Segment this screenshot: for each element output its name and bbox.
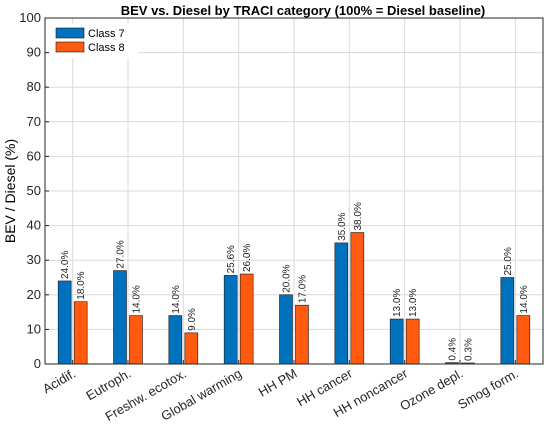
- data-label: 38.0%: [353, 202, 364, 230]
- y-axis-label: BEV / Diesel (%): [2, 139, 18, 243]
- y-tick-label: 60: [27, 148, 41, 163]
- bar-class8: [73, 301, 88, 365]
- y-tick-label: 100: [19, 10, 41, 25]
- data-labels: 24.0% 18.0% 27.0% 14.0% 14.0% 9.0% 25.6% 26.0% 2…: [60, 202, 530, 361]
- legend-label-class8: Class 8: [88, 42, 125, 54]
- bar-class7: [279, 294, 293, 365]
- bar-class8: [350, 232, 365, 365]
- y-tick-label: 70: [27, 114, 41, 129]
- data-label: 26.0%: [242, 244, 253, 272]
- bar-class7: [389, 318, 404, 365]
- bar-class8: [295, 304, 309, 365]
- y-tick-label: 40: [27, 218, 41, 233]
- data-label: 14.0%: [171, 285, 182, 313]
- bar-class8: [129, 315, 143, 365]
- data-label: 0.4%: [448, 338, 459, 361]
- y-tick-label: 80: [27, 79, 41, 94]
- x-tick-label: Acidif.: [40, 366, 78, 397]
- data-label: 27.0%: [116, 240, 127, 268]
- data-label: 14.0%: [519, 285, 530, 313]
- y-tick-label: 50: [27, 183, 41, 198]
- chart-title: BEV vs. Diesel by TRACI category (100% =…: [121, 3, 486, 18]
- legend: Class 7 Class 8: [49, 23, 139, 59]
- bar-class8: [405, 318, 420, 365]
- y-tick-label: 90: [27, 45, 41, 60]
- data-label: 0.3%: [464, 338, 475, 361]
- legend-swatch-class7: [55, 27, 85, 39]
- y-tick-label: 30: [27, 252, 41, 267]
- legend-swatch-class8: [55, 41, 85, 53]
- data-label: 25.0%: [503, 247, 514, 275]
- data-label: 13.0%: [408, 289, 419, 317]
- bar-class8: [239, 273, 254, 365]
- data-label: 14.0%: [132, 285, 143, 313]
- x-tick-label: Smog form.: [455, 366, 521, 413]
- y-tick-label: 10: [27, 321, 41, 336]
- data-label: 17.0%: [298, 275, 309, 303]
- bar-class7: [500, 277, 515, 365]
- data-label: 20.0%: [282, 264, 293, 292]
- bar-class7: [334, 242, 349, 365]
- y-axis-ticks: 0 10 20 30 40 50 60 70 80 90 100: [19, 10, 49, 371]
- legend-label-class7: Class 7: [88, 28, 125, 40]
- x-tick-label: Ozone depl.: [397, 366, 465, 414]
- bar-class8: [516, 315, 531, 365]
- bar-class7: [113, 270, 127, 365]
- y-tick-label: 20: [27, 287, 41, 302]
- x-axis-ticks: Acidif. Eutroph.Freshw. ecotox.Global war…: [40, 360, 521, 424]
- bar-class8: [184, 332, 199, 365]
- bar-class7: [223, 275, 238, 365]
- y-tick-label: 0: [34, 356, 41, 371]
- data-label: 9.0%: [187, 308, 198, 331]
- x-tick-label: HH PM: [256, 366, 300, 400]
- data-label: 25.6%: [226, 245, 237, 273]
- bar-class7: [168, 315, 183, 365]
- bar-class7: [57, 280, 72, 365]
- data-label: 13.0%: [392, 289, 403, 317]
- data-label: 24.0%: [60, 250, 71, 278]
- data-label: 35.0%: [337, 212, 348, 240]
- data-label: 18.0%: [76, 271, 87, 299]
